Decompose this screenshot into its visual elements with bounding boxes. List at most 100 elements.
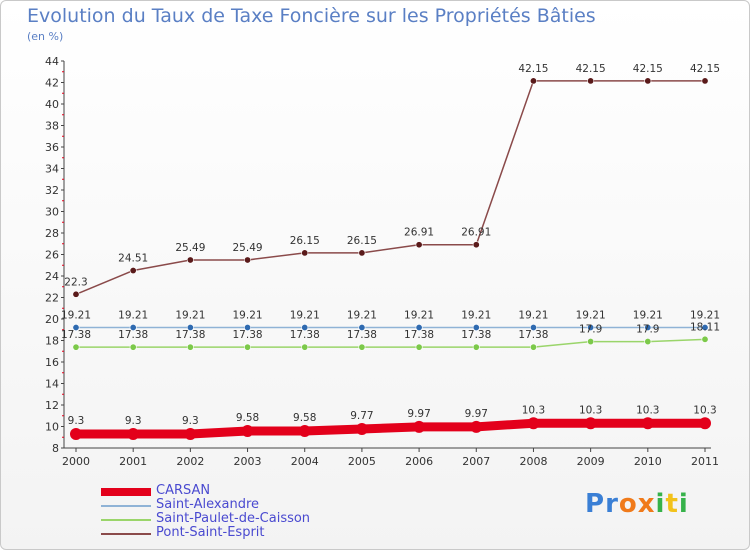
data-point	[529, 323, 537, 331]
data-label: 42.15	[518, 63, 548, 75]
data-label: 17.38	[233, 329, 263, 341]
data-label: 19.21	[118, 309, 148, 321]
data-point	[587, 338, 595, 346]
data-label: 17.9	[636, 324, 659, 336]
data-label: 19.21	[404, 309, 434, 321]
data-point	[72, 323, 80, 331]
data-label: 42.15	[633, 63, 663, 75]
series-carsan: 9.3 9.3 9.3 9.58 9.58 9.77 9.97 9.97 10.3 10.3 10.…	[68, 404, 717, 441]
data-label: 26.15	[290, 235, 320, 247]
data-point	[413, 420, 426, 433]
x-tick-label: 2005	[348, 455, 376, 468]
data-label: 18.11	[690, 321, 720, 333]
data-label: 17.38	[518, 329, 548, 341]
data-point	[186, 323, 194, 331]
y-tick-label: 20	[45, 313, 59, 326]
x-tick-label: 2009	[577, 455, 605, 468]
legend-swatch	[101, 519, 151, 521]
chart-unit-label: (en %)	[27, 30, 64, 43]
legend-swatch	[101, 505, 151, 507]
data-label: 24.51	[118, 253, 148, 265]
data-point	[358, 249, 366, 257]
data-label: 26.15	[347, 235, 377, 247]
x-tick-label: 2000	[62, 455, 90, 468]
data-point	[644, 323, 652, 331]
series-line	[71, 418, 710, 439]
x-tick-label: 2001	[119, 455, 147, 468]
data-label: 19.21	[347, 309, 377, 321]
data-point	[184, 428, 197, 441]
data-label: 19.21	[175, 309, 205, 321]
data-label: 10.3	[579, 404, 602, 416]
logo-letter: t	[665, 489, 679, 519]
data-point	[587, 77, 595, 85]
data-point	[641, 417, 654, 430]
data-label: 19.21	[576, 309, 606, 321]
data-point	[470, 420, 483, 433]
data-point	[529, 77, 537, 85]
data-label: 9.97	[465, 408, 488, 420]
data-label: 17.38	[290, 329, 320, 341]
data-point	[587, 323, 595, 331]
data-label: 9.58	[236, 412, 259, 424]
y-tick-label: 22	[45, 292, 59, 305]
y-tick-label: 16	[45, 356, 59, 369]
data-point	[241, 425, 254, 438]
data-point	[584, 417, 597, 430]
data-point	[472, 241, 480, 249]
data-label: 26.91	[461, 227, 491, 239]
data-point	[129, 343, 137, 351]
data-label: 19.21	[518, 309, 548, 321]
data-point	[699, 417, 711, 430]
series-line	[75, 338, 706, 348]
data-point	[127, 428, 140, 441]
data-point	[244, 323, 252, 331]
series-layer: 22.3 24.51 25.49 25.49 26.15 26.15 26.91 26.91 4…	[61, 63, 720, 441]
data-point	[415, 323, 423, 331]
y-tick-label: 26	[45, 249, 59, 262]
y-tick-label: 36	[45, 141, 59, 154]
y-tick-label: 28	[45, 227, 59, 240]
data-label: 17.38	[347, 329, 377, 341]
data-point	[129, 323, 137, 331]
data-point	[301, 249, 309, 257]
y-tick-label: 12	[45, 399, 59, 412]
data-label: 10.3	[693, 404, 716, 416]
data-point	[301, 323, 309, 331]
logo-letter: o	[618, 489, 638, 519]
data-label: 19.21	[633, 309, 663, 321]
logo-letter: i	[655, 489, 666, 519]
x-tick-label: 2011	[691, 455, 719, 468]
data-point	[415, 241, 423, 249]
data-label: 42.15	[576, 63, 606, 75]
data-point	[701, 77, 709, 85]
data-label: 17.38	[118, 329, 148, 341]
x-tick-label: 2003	[234, 455, 262, 468]
data-point	[472, 343, 480, 351]
data-label: 9.3	[125, 415, 142, 427]
x-tick-label: 2010	[634, 455, 662, 468]
data-point	[72, 343, 80, 351]
data-label: 9.3	[182, 415, 199, 427]
x-tick-label: 2002	[176, 455, 204, 468]
logo-letter: x	[637, 489, 656, 519]
data-point	[355, 422, 368, 435]
data-point	[644, 338, 652, 346]
data-point	[186, 256, 194, 264]
axes: 8 10 12 14 16 18 20 22 24 26 28 30 32 34 36 38 40 42 44 200…	[45, 55, 719, 468]
data-point	[701, 323, 709, 331]
data-label: 19.21	[690, 309, 720, 321]
data-label: 17.38	[175, 329, 205, 341]
legend-label: Pont-Saint-Esprit	[156, 525, 265, 540]
legend-swatch	[101, 488, 151, 496]
data-point	[358, 323, 366, 331]
logo-letter: i	[678, 489, 689, 519]
data-label: 9.77	[350, 410, 373, 422]
series-saint-alexandre: 19.21 19.21 19.21 19.21 19.21 19.21 19.21 19.21…	[61, 309, 720, 331]
data-label: 17.38	[61, 329, 91, 341]
data-label: 9.58	[293, 412, 316, 424]
data-point	[701, 335, 709, 343]
data-label: 19.21	[461, 309, 491, 321]
data-label: 19.21	[290, 309, 320, 321]
